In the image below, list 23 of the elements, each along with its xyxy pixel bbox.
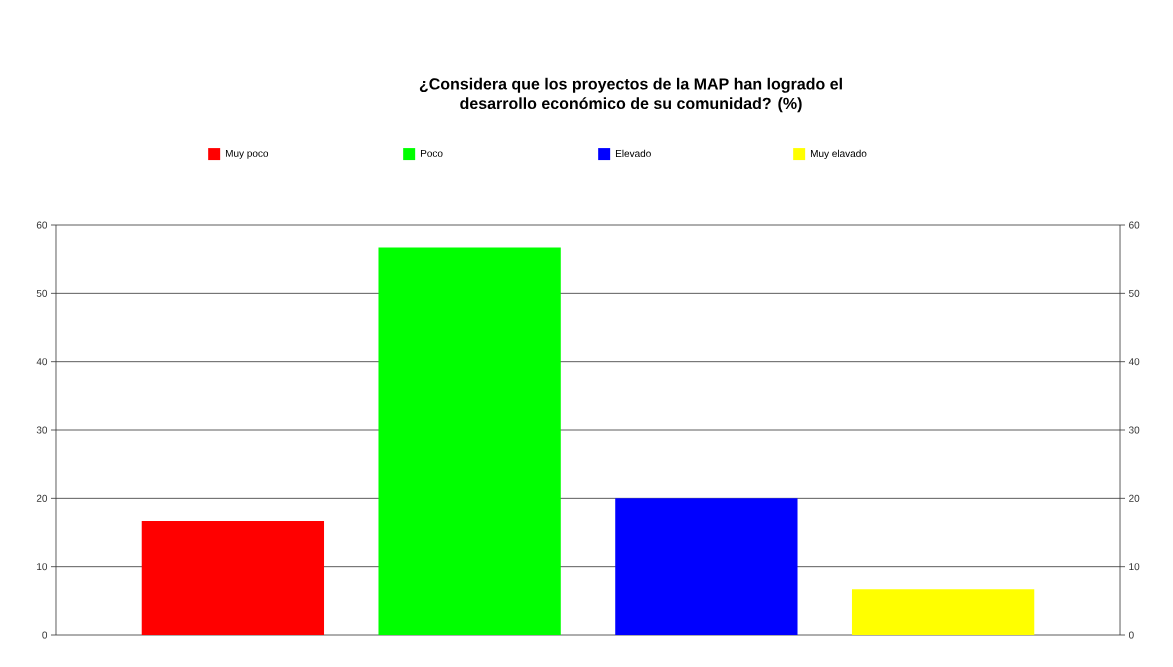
bar: [141, 520, 325, 636]
legend-label: Elevado: [615, 149, 651, 158]
legend-label: Poco: [420, 149, 443, 157]
y2-tick-label: 0: [1128, 631, 1134, 639]
y-tick-label: 20: [36, 494, 48, 502]
y2-tick-label: 60: [1129, 221, 1140, 229]
legend-label: Muy elavado: [810, 149, 867, 160]
y-tick-label: 60: [36, 221, 48, 229]
y2-tick-label: 30: [1128, 426, 1140, 434]
y2-tick-label: 10: [1129, 563, 1140, 571]
legend-label: Muy poco: [225, 149, 269, 159]
y-tick-label: 30: [36, 426, 48, 434]
y-tick-label: 50: [36, 289, 48, 297]
y2-tick-label: 40: [1128, 358, 1140, 366]
bar: [615, 498, 798, 636]
y-tick-label: 0: [42, 631, 48, 639]
y2-tick-label: 50: [1128, 289, 1140, 297]
y-tick-label: 10: [37, 563, 48, 571]
y-tick-label: 40: [36, 358, 48, 366]
y2-tick-label: 20: [1129, 494, 1140, 502]
chart-title: ¿Considera que los proyectos de la MAP han logrado el desarrollo económico de su comunidad? (%): [419, 77, 842, 113]
bar: [378, 247, 561, 636]
bar: [851, 589, 1035, 636]
